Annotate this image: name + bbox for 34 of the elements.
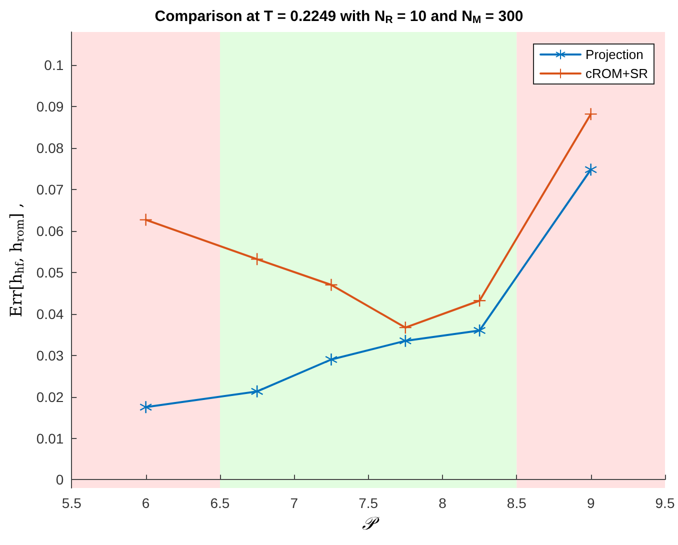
x-tick-label: 6	[142, 495, 150, 511]
x-tick-label: 7	[290, 495, 298, 511]
point	[584, 108, 597, 120]
x-axis-title: 𝒫	[362, 513, 380, 534]
y-tick-label: 0	[56, 472, 64, 488]
point	[251, 385, 264, 398]
y-tick-label: 0.08	[36, 140, 64, 156]
y-tick-label: 0.09	[36, 98, 64, 115]
y-tick-label: 0.07	[36, 182, 64, 198]
x-tick-label: 9	[586, 495, 595, 511]
y-tick-label: 0.02	[36, 388, 64, 405]
legend-label: Projection	[586, 47, 644, 62]
point	[140, 214, 152, 226]
x-tick-label: 5.5	[62, 495, 82, 511]
point	[399, 334, 412, 347]
y-tick-label: 0.04	[36, 306, 64, 322]
point	[474, 324, 486, 336]
legend-label: cROM+SR	[586, 66, 648, 81]
point	[584, 164, 597, 176]
point	[251, 253, 264, 266]
x-tick-label: 8	[438, 495, 447, 511]
x-tick-label: 6.5	[210, 495, 230, 511]
y-axis-title: Err[hhf, hrom] ,	[6, 202, 26, 318]
x-tick-label: 9.5	[655, 495, 675, 511]
point	[325, 278, 338, 291]
y-tick-label: 0.1	[44, 57, 64, 74]
point	[325, 353, 338, 366]
y-tick-label: 0.03	[36, 347, 64, 364]
y-tick-label: 0.06	[36, 222, 64, 239]
x-tick-label: 8.5	[506, 495, 527, 511]
x-tick-label: 7.5	[358, 495, 378, 511]
y-tick-label: 0.01	[36, 430, 64, 446]
y-tick-label: 0.05	[36, 264, 64, 280]
point	[140, 401, 152, 414]
